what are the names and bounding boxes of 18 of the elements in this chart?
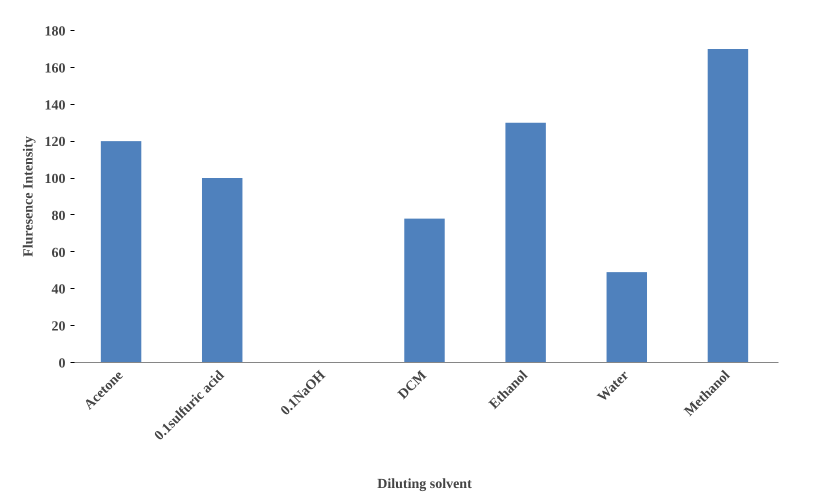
y-tick-label: 160 — [44, 61, 66, 76]
bar — [505, 122, 546, 362]
y-axis-title: Fluresence Intensity — [22, 136, 36, 257]
y-tick-label: 180 — [44, 24, 66, 40]
y-tick-label: 0 — [58, 356, 66, 372]
bar — [100, 141, 142, 362]
y-tick-label: 20 — [52, 320, 66, 335]
bar — [404, 218, 445, 362]
y-tick-label: 100 — [44, 172, 66, 188]
y-tick-label: 120 — [44, 135, 66, 150]
y-tick-label: 80 — [52, 208, 66, 224]
bar — [606, 272, 648, 362]
y-tick-label: 40 — [52, 282, 66, 298]
bar — [708, 48, 748, 362]
y-tick-label: 60 — [52, 246, 66, 261]
bar — [202, 178, 242, 362]
x-axis-title: Diluting solvent — [377, 477, 472, 492]
y-tick-label: 140 — [44, 98, 66, 114]
